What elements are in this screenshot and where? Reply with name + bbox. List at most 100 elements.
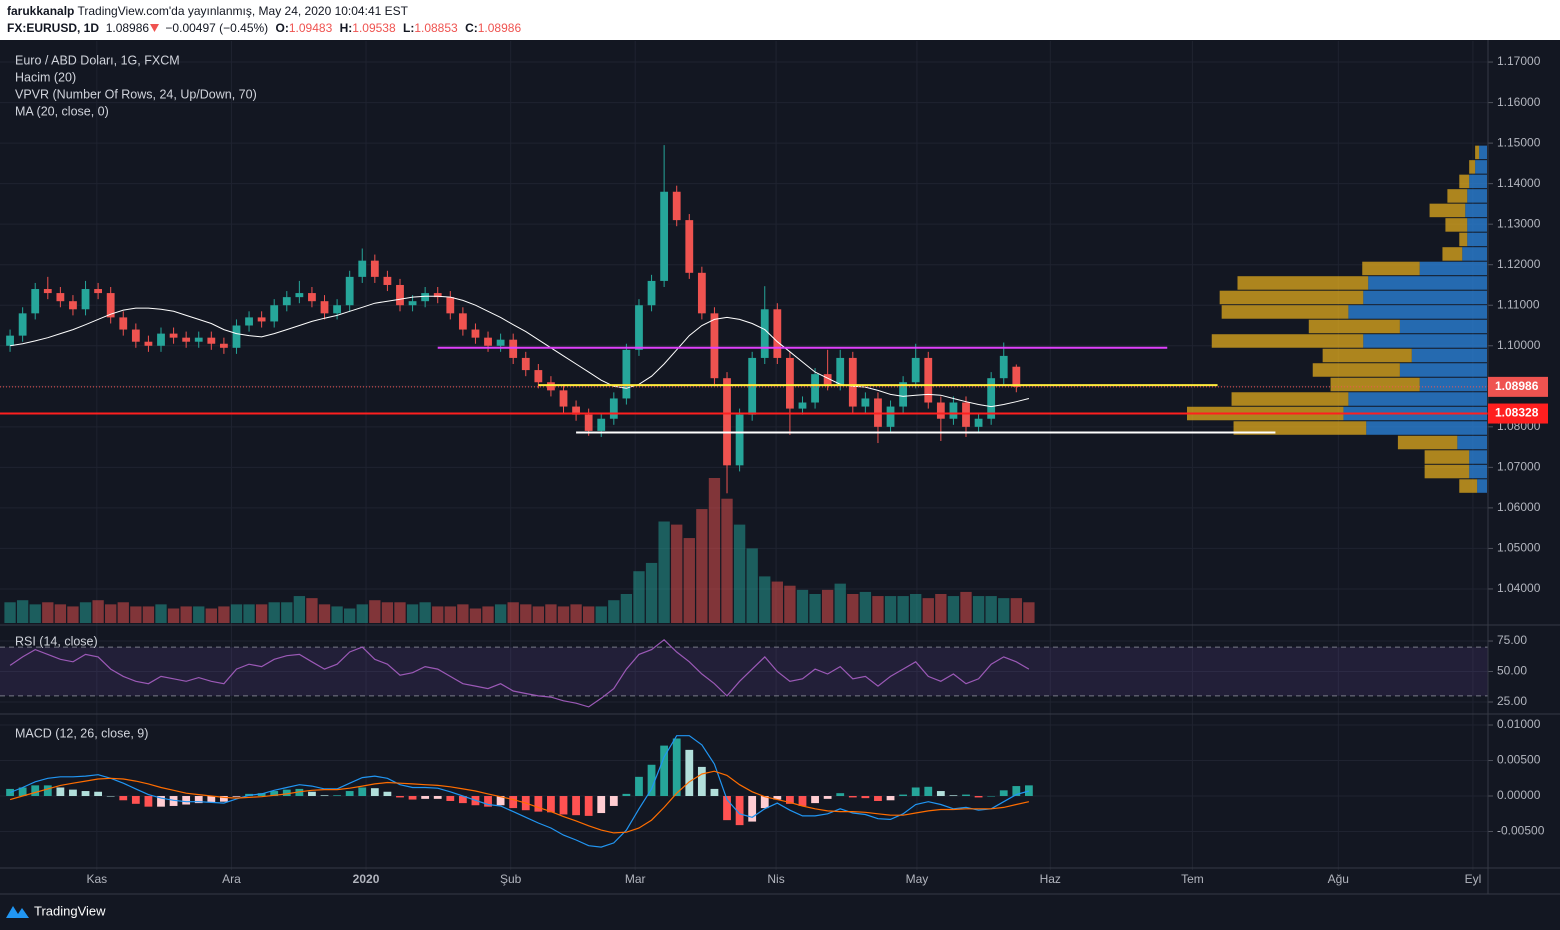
candle-body: [836, 357, 845, 385]
macd-histogram: [723, 796, 731, 821]
candle-body: [584, 414, 593, 431]
x-tick-label: May: [906, 872, 929, 886]
price-label-box: [1488, 376, 1548, 397]
vpvr-down: [1362, 261, 1420, 276]
candle-body: [974, 418, 983, 427]
candle-body: [308, 293, 316, 302]
candle-body: [609, 398, 618, 419]
candle-body: [370, 260, 379, 277]
macd-histogram: [798, 796, 807, 806]
ohlc-label: O:: [275, 21, 289, 35]
vpvr-up: [1475, 160, 1487, 174]
volume-bar: [570, 604, 582, 623]
vpvr-up: [1457, 435, 1487, 450]
legend-entry: VPVR (Number Of Rows, 24, Up/Down, 70): [15, 87, 257, 101]
candle-body: [723, 378, 731, 466]
volume-bar: [92, 600, 104, 623]
macd-histogram: [257, 793, 266, 797]
ohlc-label: H:: [339, 21, 353, 35]
macd-histogram: [786, 796, 794, 804]
macd-histogram: [635, 776, 643, 797]
macd-histogram: [1024, 785, 1033, 797]
y-tick-label: 0.00500: [1497, 753, 1541, 767]
y-tick-label: 1.10000: [1497, 338, 1541, 352]
candle-body: [936, 402, 945, 419]
x-tick-label: Kas: [87, 872, 108, 886]
y-tick-label: 1.15000: [1497, 135, 1541, 149]
volume-bar: [230, 604, 243, 623]
macd-histogram: [572, 796, 580, 816]
candle-body: [647, 280, 656, 306]
candle-body: [69, 301, 77, 310]
legend-entry: Hacim (20): [15, 70, 76, 84]
volume-bar: [318, 604, 331, 623]
volume-bar: [54, 604, 67, 623]
vpvr-up: [1399, 319, 1487, 334]
macd-histogram: [848, 796, 857, 798]
candle-body: [672, 191, 681, 221]
macd-histogram: [31, 785, 40, 797]
candle-body: [333, 305, 341, 314]
macd-histogram: [81, 791, 90, 797]
candle-body: [697, 272, 706, 314]
vpvr-up: [1363, 290, 1487, 305]
published: TradingView.com'da yayınlanmış, May 24, …: [77, 4, 408, 18]
macd-histogram: [748, 796, 757, 822]
vpvr-down: [1219, 290, 1364, 305]
volume-bar: [469, 608, 482, 623]
macd-histogram: [559, 796, 568, 815]
macd-histogram: [534, 796, 543, 812]
volume-bar: [432, 606, 444, 623]
volume-bar: [582, 606, 595, 623]
macd-histogram: [484, 796, 492, 807]
macd-histogram: [131, 796, 140, 804]
chart-title: RSI (14, close): [15, 634, 98, 648]
volume-bar: [67, 606, 79, 623]
candle-body: [962, 402, 970, 427]
macd-histogram: [345, 791, 354, 797]
volume-bar: [167, 608, 180, 623]
volume-bar: [947, 596, 960, 623]
volume-bar: [595, 606, 607, 623]
y-tick-label: 75.00: [1497, 633, 1527, 647]
macd-histogram: [458, 796, 467, 804]
macd-histogram: [320, 795, 329, 797]
volume-bar: [344, 608, 356, 623]
candle-body: [270, 305, 279, 322]
macd-histogram: [987, 796, 996, 797]
volume-bar: [42, 602, 54, 623]
macd-histogram: [182, 796, 191, 805]
volume-bar: [1023, 602, 1035, 623]
candle-body: [207, 337, 216, 344]
vpvr-up: [1363, 334, 1487, 348]
macd-histogram: [962, 794, 970, 797]
ma-line: [10, 295, 1030, 408]
volume-bar: [281, 602, 293, 623]
volume-bar: [746, 548, 758, 623]
volume-bar: [16, 600, 29, 623]
candle-body: [282, 297, 291, 306]
macd-histogram: [936, 791, 945, 797]
candle-body: [886, 406, 895, 427]
volume-bar: [696, 509, 708, 623]
volume-bar: [784, 585, 796, 623]
x-tick-label: Nis: [767, 872, 784, 886]
volume-bar: [998, 598, 1010, 623]
macd-histogram: [823, 796, 832, 799]
candle-body: [106, 293, 115, 318]
vpvr-up: [1411, 348, 1487, 363]
vpvr-down: [1447, 189, 1468, 203]
header-line: farukkanalp TradingView.com'da yayınlanm…: [7, 4, 412, 18]
volume-bar: [847, 594, 859, 623]
price-label: 1.08328: [1495, 406, 1539, 420]
macd-histogram: [861, 796, 870, 799]
volume-bar: [394, 602, 406, 623]
chart-title: MACD (12, 26, close, 9): [15, 726, 148, 740]
candle-body: [496, 339, 505, 346]
y-tick-label: 25.00: [1497, 694, 1527, 708]
macd-histogram: [56, 787, 65, 797]
y-tick-label: 1.04000: [1497, 581, 1541, 595]
y-tick-label: 1.11000: [1497, 297, 1540, 311]
volume-bar: [759, 576, 771, 623]
candle-body: [861, 398, 870, 407]
